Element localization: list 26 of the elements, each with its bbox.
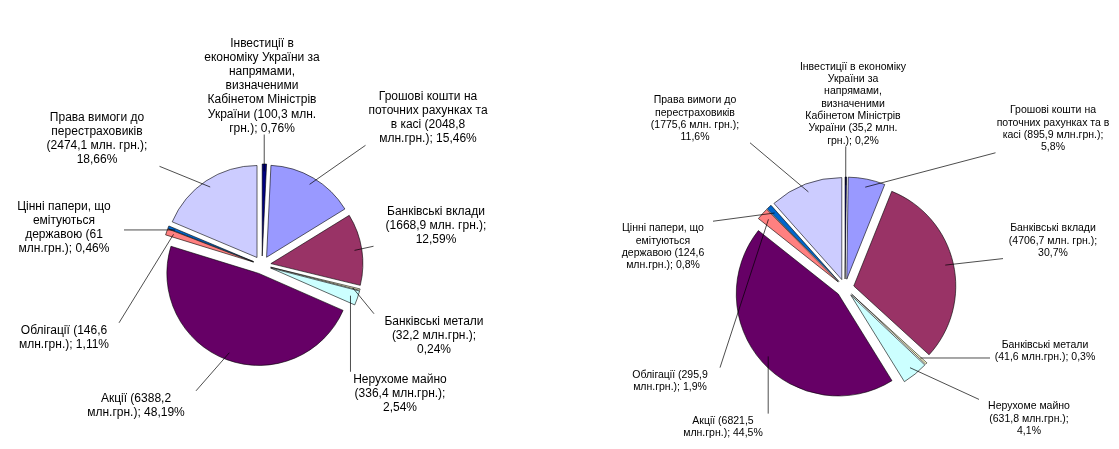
slice-label: Нерухоме майно — [988, 399, 1071, 412]
slice-label: Банківські вклади — [387, 204, 485, 219]
slice-label: Банківські метали — [384, 314, 484, 329]
data-label: (32,2 млн.грн.); 0,24% — [391, 328, 477, 357]
data-label: (2474,1 млн. грн.); 18,66% — [46, 138, 148, 167]
slice-label: Акції (6388,2 млн.грн.); 48,19% — [87, 391, 186, 420]
slice-label: Облігації (295,9 млн.грн.); 1,9% — [632, 367, 708, 392]
data-label: (1668,9 млн. грн.); 12,59% — [385, 218, 487, 247]
data-label: (1775,6 млн. грн.); 11,6% — [650, 117, 740, 143]
data-label: (41,6 млн.грн.); 0,3% — [994, 349, 1096, 362]
slice-label: Акції (6821,5 млн.грн.); 44,5% — [683, 413, 763, 438]
slice-label: Права вимоги до перестраховиків — [653, 93, 737, 118]
slice-label: Банківські вклади — [1010, 221, 1096, 234]
slice-label: Облігації (146,6 млн.грн.); 1,11% — [18, 323, 110, 352]
slice-label: Цінні папери, що емітуються державою (61 млн.грн.); 0,46% — [17, 199, 112, 256]
slice-label: Нерухоме майно — [353, 372, 448, 387]
slice-label: Банківські метали — [1001, 337, 1089, 350]
data-label: (631,8 млн.грн.); 4,1% — [989, 411, 1069, 437]
data-label: (4706,7 млн. грн.); 30,7% — [1008, 233, 1098, 259]
slice-label: Права вимоги до перестраховиків — [49, 110, 145, 139]
slice-label: Інвестиції в економіку України за напрямами, визначеними Кабінетом Міністрів України (100,3 млн. грн.); 0,76% — [204, 35, 321, 135]
slice-label: Грошові кошти на поточних рахунках та в касі (2048,8 млн.грн.); 15,46% — [368, 89, 488, 146]
slice-label: Цінні папери, що емітуються державою (124,6 млн.грн.); 0,8% — [621, 221, 705, 271]
data-label: (336,4 млн.грн.); 2,54% — [354, 386, 446, 415]
slice-label: Інвестиції в економіку України за напрямами, визначеними Кабінетом Міністрів України (35,2 млн. грн.); 0,2% — [799, 59, 907, 146]
slice-label: Грошові кошти на поточних рахунках та в касі (895,9 млн.грн.); 5,8% — [996, 103, 1110, 153]
